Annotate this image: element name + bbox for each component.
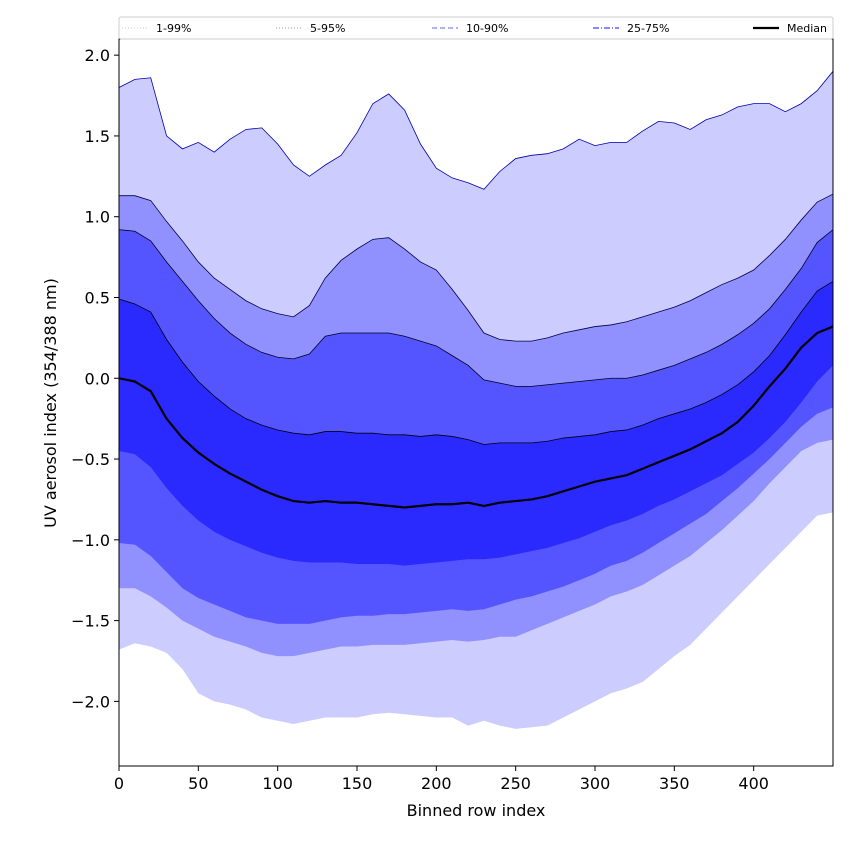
y-tick-label: −1.5 bbox=[71, 612, 110, 631]
legend-label: 10-90% bbox=[466, 22, 508, 35]
band-5-95%-upper-line bbox=[119, 193, 833, 342]
y-tick-label: −0.5 bbox=[71, 450, 110, 469]
band-25-75%-area bbox=[119, 281, 833, 566]
x-tick-label: 250 bbox=[500, 774, 531, 793]
x-tick-label: 150 bbox=[342, 774, 373, 793]
legend-label: Median bbox=[787, 22, 827, 35]
legend-box bbox=[118, 16, 834, 40]
y-tick-label: 1.5 bbox=[85, 127, 110, 146]
x-tick-label: 0 bbox=[114, 774, 124, 793]
x-tick-label: 50 bbox=[188, 774, 208, 793]
plot-area bbox=[119, 71, 833, 729]
y-tick-label: −2.0 bbox=[71, 692, 110, 711]
y-axis-label: UV aerosol index (354/388 nm) bbox=[41, 278, 60, 528]
legend-label: 25-75% bbox=[627, 22, 669, 35]
x-tick-label: 400 bbox=[738, 774, 769, 793]
band-1-99%-upper-line bbox=[119, 71, 833, 190]
y-tick-label: 0.0 bbox=[85, 369, 110, 388]
median-line bbox=[119, 325, 833, 509]
y-tick-label: −1.0 bbox=[71, 531, 110, 550]
y-tick-label: 1.0 bbox=[85, 208, 110, 227]
x-axis-label: Binned row index bbox=[407, 801, 546, 820]
y-tick-label: 2.0 bbox=[85, 46, 110, 65]
legend-label: 1-99% bbox=[156, 22, 191, 35]
band-10-90%-upper-line bbox=[119, 229, 833, 387]
x-tick-label: 200 bbox=[421, 774, 452, 793]
x-tick-label: 300 bbox=[580, 774, 611, 793]
legend-label: 5-95% bbox=[310, 22, 345, 35]
x-tick-label: 350 bbox=[659, 774, 690, 793]
y-tick-label: 0.5 bbox=[85, 288, 110, 307]
x-tick-label: 100 bbox=[262, 774, 293, 793]
band-25-75%-upper-line bbox=[119, 280, 833, 445]
legend: 1-99% 5-95% 10-90% 25-75% Median bbox=[118, 16, 834, 40]
